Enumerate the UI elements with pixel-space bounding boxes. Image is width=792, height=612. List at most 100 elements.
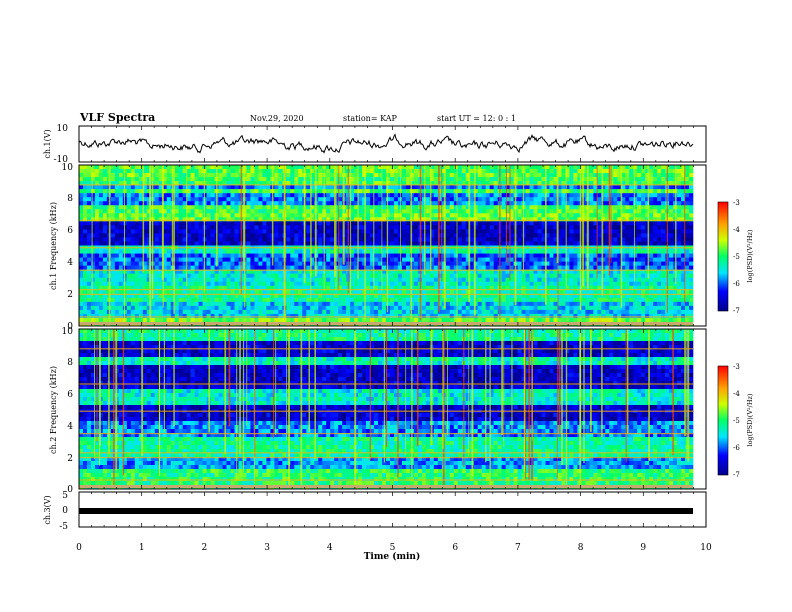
ch1-spectrogram-cell — [238, 181, 243, 186]
ch1-spectrogram-cell — [290, 233, 295, 238]
ch1-spectrogram-cell — [481, 209, 486, 214]
ch1-spectrogram-cell — [549, 205, 554, 210]
ch1-spectrogram-cell — [154, 225, 160, 230]
ch1-spectrogram-cell — [389, 281, 395, 287]
ch1-spectrogram-cell — [541, 249, 546, 254]
ch1-spectrogram-cell — [653, 169, 658, 174]
ch1-spectrogram-cell — [525, 209, 530, 214]
ch1-spectrogram-cell — [79, 205, 84, 210]
ch1-spectrogram-cell — [573, 221, 578, 226]
ch1-spectrogram-cell — [306, 273, 311, 279]
ch1-spectrogram-cell — [198, 285, 203, 291]
ch1-spectrogram-cell — [561, 233, 566, 238]
ch1-spectrogram-cell — [689, 285, 694, 291]
ch1-spectrogram-cell — [661, 273, 666, 279]
ch1-spectrogram-cell — [537, 289, 542, 295]
ch1-spectrogram-cell — [262, 185, 267, 190]
ch1-spectrogram-cell — [122, 177, 128, 182]
ch1-spectrogram-cell — [354, 209, 359, 214]
ch1-spectrogram-cell — [234, 217, 239, 222]
ch1-spectrogram-cell — [234, 269, 239, 274]
ch1-spectrogram-cell — [122, 217, 128, 222]
ch1-spectrogram-cell — [126, 241, 132, 246]
ch1-spectrogram-cell — [621, 181, 626, 186]
ch1-spectrogram-cell — [421, 253, 427, 258]
ch1-spectrogram-cell — [98, 229, 104, 234]
ch1-spectrogram-cell — [286, 265, 291, 270]
ch1-spectrogram-cell — [557, 173, 562, 178]
ch1-spectrogram-cell — [469, 165, 475, 170]
ch1-spectrogram-cell — [389, 289, 395, 295]
ch1-spectrogram-cell — [134, 253, 140, 258]
ch1-spectrogram-cell — [461, 265, 467, 270]
ch1-spectrogram-cell — [154, 237, 160, 242]
ch1-spectrogram-cell — [254, 181, 259, 186]
ch1-spectrogram-cell — [401, 165, 407, 170]
ch1-spectrogram-cell — [565, 289, 570, 295]
ch1-spectrogram-cell — [453, 253, 459, 258]
ch1-spectrogram-cell — [98, 217, 104, 222]
ch1-spectrogram-cell — [389, 253, 395, 258]
ch1-spectrogram-cell — [493, 277, 498, 283]
ch1-spectrogram-cell — [294, 273, 299, 279]
ch1-spectrogram-cell — [194, 289, 199, 295]
ch1-spectrogram-cell — [621, 189, 626, 194]
ch1-spectrogram-cell — [258, 273, 263, 279]
ch1-spectrogram-cell — [605, 221, 610, 226]
ch1-spectrogram-cell — [198, 169, 203, 174]
ch1-spectrogram-cell — [653, 217, 658, 222]
ch1-spectrogram-cell — [298, 225, 303, 230]
ch1-spectrogram-cell — [210, 253, 215, 258]
ch1-spectrogram-cell — [330, 289, 335, 295]
ch1-spectrogram-cell — [294, 217, 299, 222]
ch1-spectrogram-cell — [98, 233, 104, 238]
ch1-spectrogram-cell — [306, 185, 311, 190]
ch1-spectrogram-cell — [146, 261, 152, 266]
ch1-spectrogram-cell — [310, 233, 315, 238]
ch1-spectrogram-cell — [134, 261, 140, 266]
ch1-spectrogram-cell — [653, 189, 658, 194]
ch1-spectrogram-cell — [318, 229, 323, 234]
ch1-spectrogram-cell — [489, 217, 494, 222]
ch1-spectrogram-cell — [350, 217, 355, 222]
ch1-spectrogram-cell — [374, 265, 379, 270]
ch1-spectrogram-cell — [166, 293, 171, 299]
ch1-spectrogram-cell — [386, 289, 391, 295]
ch1-spectrogram-cell — [86, 233, 92, 238]
ch1-spectrogram-cell — [86, 205, 92, 210]
ch1-spectrogram-cell — [238, 289, 243, 295]
ch1-spectrogram-cell — [401, 257, 407, 262]
ch1-spectrogram-cell — [645, 209, 650, 214]
ch1-spectrogram-cell — [505, 273, 510, 279]
ch1-spectrogram-cell — [449, 253, 455, 258]
ch1-spectrogram-cell — [433, 249, 439, 254]
ch1-spectrogram-cell — [362, 165, 367, 170]
ch1-spectrogram-cell — [370, 269, 375, 274]
ch1-spectrogram-cell — [162, 173, 168, 178]
ch1-spectrogram-cell — [266, 189, 271, 194]
ch1-spectrogram-cell — [162, 249, 168, 254]
ch1-spectrogram-cell — [681, 285, 686, 291]
ch1-spectrogram-cell — [545, 273, 550, 279]
ch1-spectrogram-cell — [318, 197, 323, 202]
ch1-spectrogram-cell — [290, 221, 295, 226]
ch1-spectrogram-cell — [465, 181, 471, 186]
ch1-spectrogram-cell — [82, 197, 88, 202]
ch1-spectrogram-cell — [465, 213, 471, 218]
ch1-spectrogram-cell — [565, 185, 570, 190]
ch1-spectrogram-cell — [533, 169, 538, 174]
ch1-spectrogram-cell — [90, 269, 96, 274]
ch1-spectrogram-cell — [130, 185, 136, 190]
ch1-spectrogram-cell — [158, 257, 164, 262]
ch1-spectrogram-cell — [473, 205, 478, 210]
ch1-spectrogram-cell — [529, 201, 534, 206]
ch1-spectrogram-cell — [661, 169, 666, 174]
ch1-spectrogram-cell — [413, 165, 419, 170]
ch1-spectrogram-cell — [362, 229, 367, 234]
ch1-spectrogram-cell — [146, 229, 152, 234]
ch1-spectrogram-cell — [298, 261, 303, 266]
ch1-spectrogram-cell — [122, 269, 128, 274]
ch1-spectrogram-cell — [306, 253, 311, 258]
ch1-spectrogram-cell — [118, 269, 124, 274]
ch1-spectrogram-cell — [609, 277, 614, 283]
